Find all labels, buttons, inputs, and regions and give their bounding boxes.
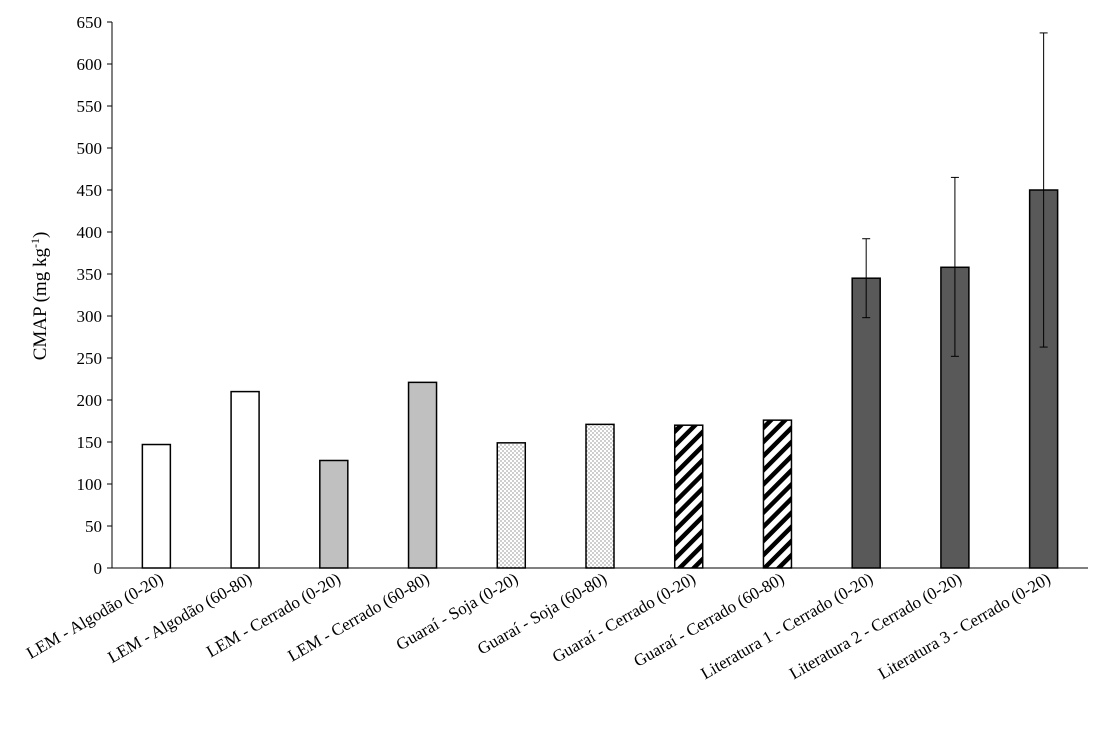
x-category-label: Literatura 3 - Cerrado (0-20) bbox=[875, 569, 1054, 683]
y-tick-label: 0 bbox=[94, 559, 103, 578]
bar bbox=[585, 423, 615, 569]
y-tick-label: 500 bbox=[77, 139, 103, 158]
bar bbox=[141, 443, 172, 569]
y-tick-label: 350 bbox=[77, 265, 103, 284]
y-tick-label: 300 bbox=[77, 307, 103, 326]
bar bbox=[230, 390, 260, 569]
x-category-label: LEM - Algodão (60-80) bbox=[105, 569, 256, 667]
bars-group bbox=[141, 189, 1059, 569]
bar bbox=[319, 459, 349, 569]
bar bbox=[673, 424, 704, 569]
x-axis-labels: LEM - Algodão (0-20)LEM - Algodão (60-80… bbox=[23, 569, 1053, 683]
x-category-label: Guaraí - Cerrado (0-20) bbox=[549, 569, 699, 666]
y-tick-label: 450 bbox=[77, 181, 103, 200]
y-tick-label: 600 bbox=[77, 55, 103, 74]
y-tick-label: 150 bbox=[77, 433, 103, 452]
bar bbox=[496, 442, 527, 569]
y-tick-label: 550 bbox=[77, 97, 103, 116]
bar bbox=[851, 277, 881, 569]
x-category-label: Guaraí - Cerrado (60-80) bbox=[630, 569, 787, 671]
y-axis-title: CMAP (mg kg-1) bbox=[28, 232, 51, 361]
y-tick-label: 100 bbox=[77, 475, 103, 494]
y-axis-title-superscript: -1 bbox=[28, 238, 42, 248]
y-axis-ticks: 0 50 100 150 200 250 300 350 400 450 500 550 600 650 bbox=[77, 13, 112, 578]
y-tick-label: 400 bbox=[77, 223, 103, 242]
error-bars-group bbox=[862, 32, 1048, 357]
y-tick-label: 650 bbox=[77, 13, 103, 32]
axes bbox=[111, 22, 1088, 569]
y-tick-label: 250 bbox=[77, 349, 103, 368]
bar bbox=[762, 419, 793, 569]
y-tick-label: 50 bbox=[85, 517, 102, 536]
x-category-label: LEM - Cerrado (60-80) bbox=[284, 569, 432, 665]
bar bbox=[407, 381, 438, 569]
y-tick-label: 200 bbox=[77, 391, 103, 410]
